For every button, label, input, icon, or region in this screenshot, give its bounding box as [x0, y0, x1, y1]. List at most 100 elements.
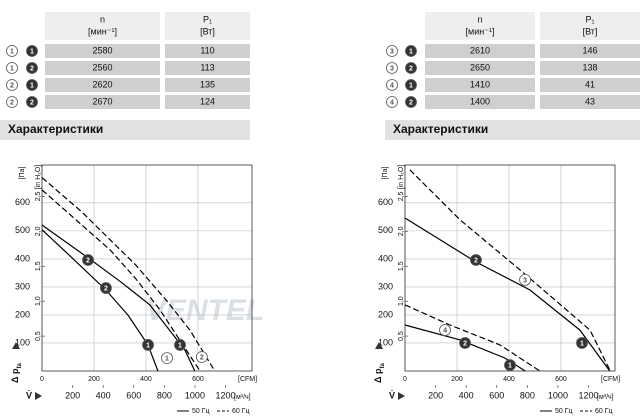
y2-tick-label: 1,0	[398, 296, 405, 306]
x-tick-label: 600	[555, 376, 567, 383]
cell	[165, 61, 250, 75]
marker-label: 2	[10, 82, 14, 89]
axis-arrow	[12, 342, 20, 349]
y2-tick-label: 1,5	[35, 261, 42, 271]
marker-label: 1	[10, 65, 14, 72]
curve-marker	[459, 337, 471, 349]
cell	[540, 95, 640, 109]
marker-label: 2	[409, 65, 413, 72]
y-tick-label: 600	[15, 197, 30, 207]
cell	[165, 44, 250, 58]
curve-marker	[100, 282, 112, 294]
y2-tick-label: 2,0	[35, 226, 42, 236]
x2-unit: [м³/ч]	[597, 394, 614, 401]
axis-arrow	[375, 342, 383, 349]
x2-tick-label: 400	[459, 390, 474, 400]
speed-value: 1400	[470, 96, 490, 106]
marker-label: 1	[30, 82, 34, 89]
curve-marker	[470, 254, 482, 266]
power-value: 43	[585, 96, 595, 106]
marker-circle	[6, 96, 18, 108]
curve-marker	[504, 359, 516, 372]
marker-circle	[386, 62, 398, 74]
header-cell	[425, 12, 535, 40]
marker-circle	[26, 96, 38, 108]
x-unit: [CFM]	[601, 376, 620, 383]
marker-label: 2	[409, 99, 413, 106]
cell	[425, 95, 535, 109]
marker-circle	[26, 45, 38, 57]
marker-circle	[405, 62, 417, 74]
curve-marker-label: 1	[508, 362, 512, 369]
cell	[425, 78, 535, 92]
speed-value: 2670	[92, 96, 112, 106]
marker-label: 1	[30, 48, 34, 55]
marker-label: 2	[30, 99, 34, 106]
y-tick-label: 200	[378, 309, 393, 319]
y-axis-label-main: Δ p	[10, 368, 20, 383]
y-tick-label: 400	[15, 253, 30, 263]
power-value: 146	[582, 45, 597, 55]
power-value: 110	[200, 45, 214, 55]
cell	[165, 78, 250, 92]
y2-unit: [in H₂O]	[35, 165, 42, 190]
marker-circle	[6, 62, 18, 74]
curve-marker-label: 4	[443, 327, 447, 334]
x2-tick-label: 1200	[579, 390, 599, 400]
x-tick-label: 0	[40, 376, 44, 383]
marker-circle	[386, 45, 398, 57]
cell	[425, 44, 535, 58]
cell	[45, 95, 160, 109]
x2-tick-label: 200	[65, 390, 80, 400]
marker-circle	[405, 96, 417, 108]
cell	[540, 78, 640, 92]
curve-marker	[174, 339, 186, 351]
curve-marker-label: 2	[463, 340, 467, 347]
plot-frame	[41, 164, 253, 372]
marker-label: 3	[390, 48, 394, 55]
speed-value: 1410	[470, 79, 490, 89]
x2-tick-label: 600	[126, 390, 141, 400]
y-tick-label: 100	[15, 337, 30, 347]
y-tick-label: 600	[378, 197, 393, 207]
speed-value: 2620	[92, 79, 112, 89]
legend-label: 60 Гц	[595, 408, 613, 415]
y2-tick-label: 2,5	[398, 191, 405, 201]
y2-tick-label: 2,0	[398, 226, 405, 236]
x2-tick-label: 400	[96, 390, 111, 400]
x-tick-label: 400	[503, 376, 515, 383]
curve-marker	[439, 324, 451, 336]
axis-arrow	[35, 392, 42, 400]
header-symbol: n	[100, 14, 105, 24]
marker-label: 2	[30, 65, 34, 72]
x2-unit: [м³/ч]	[234, 394, 251, 401]
x-tick-label: 0	[403, 376, 407, 383]
marker-label: 2	[10, 99, 14, 106]
marker-label: 4	[390, 82, 394, 89]
marker-label: 1	[409, 82, 413, 89]
power-value: 124	[200, 96, 215, 106]
marker-circle	[386, 79, 398, 91]
y2-tick-label: 1,5	[398, 261, 405, 271]
curve	[41, 189, 201, 372]
y-axis-label-sub: fa	[380, 363, 386, 369]
curve-marker	[142, 339, 154, 351]
section-heading: Характеристики	[393, 122, 488, 136]
y-unit: [Па]	[382, 167, 389, 180]
y2-tick-label: 2,5	[35, 191, 42, 201]
curve-marker-label: 2	[86, 257, 90, 264]
curve-marker-label: 1	[580, 340, 584, 347]
y-tick-label: 100	[378, 337, 393, 347]
marker-circle	[6, 45, 18, 57]
curve-marker-label: 2	[200, 354, 204, 361]
y2-unit: [in H₂O]	[398, 165, 405, 190]
curve-marker	[82, 254, 94, 266]
speed-value: 2610	[470, 45, 490, 55]
marker-label: 1	[10, 48, 14, 55]
x2-tick-label: 800	[520, 390, 535, 400]
speed-value: 2560	[92, 62, 112, 72]
header-unit: [Вт]	[200, 26, 215, 36]
axis-arrow	[398, 392, 405, 400]
marker-circle	[6, 79, 18, 91]
